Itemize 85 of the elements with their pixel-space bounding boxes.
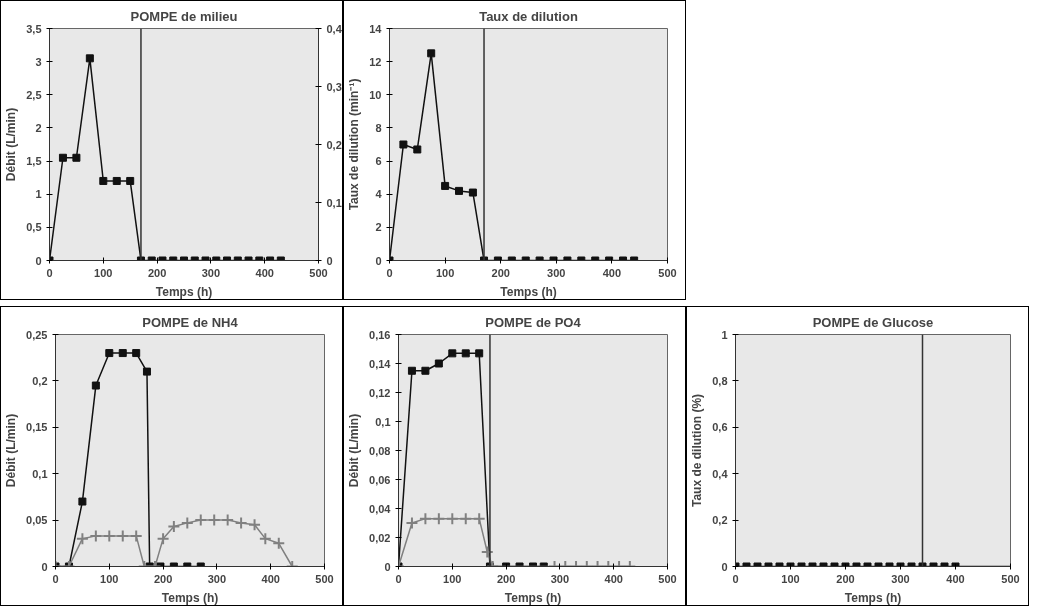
y-tick-label: 0,02 — [369, 531, 391, 544]
y-tick-label: 4 — [375, 188, 383, 201]
x-tick-label: 400 — [255, 266, 274, 279]
chart-title: POMPE de Glucose — [812, 314, 934, 330]
y-tick-label: 8 — [375, 121, 382, 134]
chart-title: Taux de dilution — [479, 8, 578, 24]
y-tick-label: 0,16 — [369, 328, 391, 341]
y-tick-label: 2,5 — [26, 88, 42, 101]
y-tick-label: 0,1 — [32, 467, 48, 480]
y-axis-title: Débit (L/min) — [4, 413, 19, 488]
y-tick-label: 1 — [35, 188, 42, 201]
y-tick-label: 2 — [35, 121, 42, 134]
y-tick-label: 0,2 — [712, 514, 728, 527]
y-tick-label: 0 — [35, 254, 42, 267]
y2-tick-label: 0,4 — [326, 22, 343, 35]
x-tick-label: 200 — [491, 266, 510, 279]
x-tick-label: 200 — [836, 572, 855, 585]
y-tick-label: 0,8 — [712, 374, 728, 387]
x-tick-label: 500 — [315, 572, 334, 585]
x-tick-label: 300 — [207, 572, 227, 585]
y-axis-title: Taux de dilution (min⁻¹) — [347, 78, 362, 211]
y-tick-label: 0,4 — [712, 467, 729, 480]
y2-tick-label: 0,2 — [326, 138, 342, 151]
x-tick-label: 400 — [946, 572, 965, 585]
y-tick-label: 0,12 — [369, 386, 391, 399]
x-tick-label: 100 — [443, 572, 462, 585]
y-tick-label: 0 — [384, 560, 391, 573]
x-tick-label: 0 — [52, 572, 59, 585]
x-tick-label: 300 — [547, 266, 566, 279]
x-axis-title: Temps (h) — [500, 284, 557, 299]
x-tick-label: 500 — [658, 572, 677, 585]
y-tick-label: 0,04 — [369, 502, 392, 515]
x-tick-label: 100 — [100, 572, 119, 585]
x-tick-label: 500 — [309, 266, 328, 279]
y-axis-title: Taux de dilution (%) — [690, 393, 705, 508]
y-tick-label: 1,5 — [26, 155, 42, 168]
x-tick-label: 200 — [153, 572, 173, 585]
y-tick-label: 0,6 — [712, 421, 728, 434]
y-tick-label: 10 — [369, 88, 382, 101]
y-tick-label: 3,5 — [26, 22, 42, 35]
y-tick-label: 0,1 — [375, 415, 391, 428]
y-axis-title: Débit (L/min) — [4, 107, 19, 182]
y-tick-label: 0 — [375, 254, 382, 267]
x-tick-label: 400 — [604, 572, 623, 585]
y-tick-label: 2 — [375, 221, 382, 234]
x-axis-title: Temps (h) — [504, 590, 562, 605]
x-tick-label: 100 — [781, 572, 800, 585]
chart-title: POMPE de milieu — [130, 8, 238, 24]
y-tick-label: 12 — [369, 55, 382, 68]
y-tick-label: 1 — [721, 328, 728, 341]
y-tick-label: 0 — [721, 560, 728, 573]
x-tick-label: 200 — [147, 266, 167, 279]
y-tick-label: 0 — [41, 560, 48, 573]
chart-title: POMPE de NH4 — [142, 314, 239, 330]
y-tick-label: 3 — [35, 55, 42, 68]
y-tick-label: 0,2 — [32, 374, 48, 387]
x-tick-label: 500 — [1001, 572, 1020, 585]
x-tick-label: 0 — [732, 572, 739, 585]
x-tick-label: 400 — [261, 572, 280, 585]
x-tick-label: 200 — [496, 572, 516, 585]
y2-tick-label: 0,3 — [326, 80, 342, 93]
x-tick-label: 300 — [891, 572, 910, 585]
y-tick-label: 0,15 — [26, 421, 48, 434]
y-tick-label: 6 — [375, 155, 382, 168]
y-tick-label: 0,08 — [369, 444, 391, 457]
x-axis-title: Temps (h) — [844, 590, 902, 605]
y-tick-label: 0,25 — [26, 328, 48, 341]
x-tick-label: 300 — [201, 266, 221, 279]
y-tick-label: 14 — [369, 22, 383, 35]
y-tick-label: 0,14 — [369, 357, 392, 370]
y-tick-label: 0,5 — [26, 221, 42, 234]
x-tick-label: 300 — [550, 572, 570, 585]
x-tick-label: 100 — [94, 266, 113, 279]
x-tick-label: 0 — [395, 572, 402, 585]
x-tick-label: 500 — [658, 266, 677, 279]
y-tick-label: 0,06 — [369, 473, 391, 486]
y-tick-label: 0,05 — [26, 514, 48, 527]
y2-tick-label: 0,1 — [326, 196, 342, 209]
x-tick-label: 400 — [602, 266, 622, 279]
chart-title: POMPE de PO4 — [485, 314, 582, 330]
y-axis-title: Débit (L/min) — [347, 413, 362, 488]
x-axis-title: Temps (h) — [161, 590, 219, 605]
x-tick-label: 100 — [435, 266, 455, 279]
x-axis-title: Temps (h) — [155, 284, 213, 299]
y2-tick-label: 0 — [326, 254, 333, 267]
